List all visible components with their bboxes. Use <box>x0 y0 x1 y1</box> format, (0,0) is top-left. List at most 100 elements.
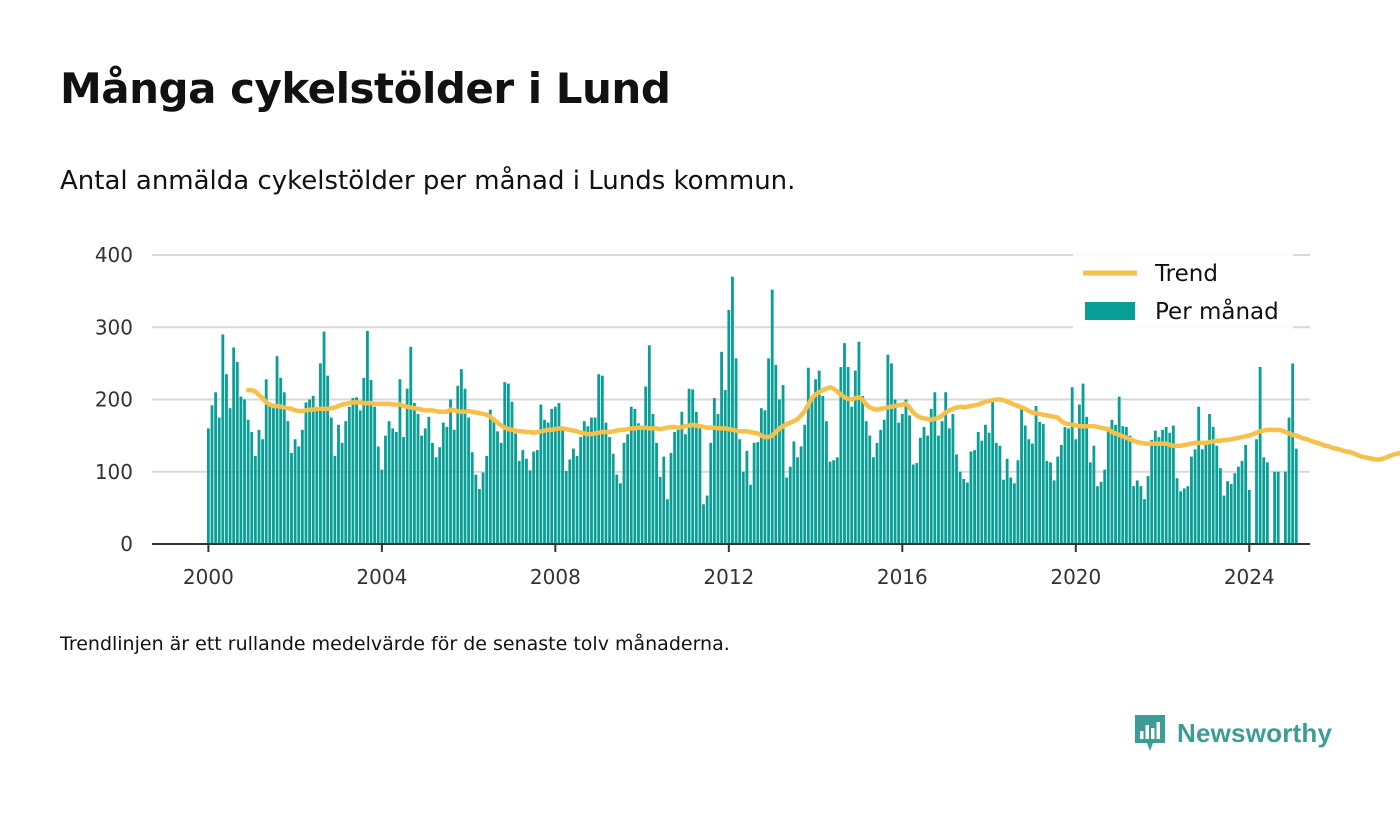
bar <box>868 435 872 545</box>
x-tick-label: 2000 <box>183 565 234 589</box>
bar <box>752 442 756 544</box>
bar <box>210 405 214 544</box>
bar <box>319 363 322 545</box>
bar <box>1002 479 1005 544</box>
bar <box>749 484 752 544</box>
bar <box>478 489 481 544</box>
bar <box>637 423 640 544</box>
bar <box>1215 445 1219 544</box>
bar <box>680 411 684 544</box>
bar <box>1041 424 1045 544</box>
bar <box>1284 471 1287 544</box>
bar <box>257 429 261 544</box>
bar <box>261 439 265 544</box>
bar <box>488 409 492 544</box>
bar <box>423 428 427 544</box>
bar <box>785 477 789 544</box>
bar <box>1218 468 1222 544</box>
bar <box>644 386 648 544</box>
bar <box>618 483 622 544</box>
bar <box>391 428 395 544</box>
bar <box>720 351 724 544</box>
bar <box>965 482 969 544</box>
bar <box>438 447 442 544</box>
bar <box>1103 469 1107 544</box>
bar <box>409 346 413 544</box>
bar <box>741 471 745 544</box>
bar <box>1059 445 1063 544</box>
bar <box>293 439 297 544</box>
bar <box>929 408 933 544</box>
bar <box>239 396 243 544</box>
bar <box>1074 439 1078 544</box>
bar <box>958 471 962 544</box>
bar <box>1186 486 1190 544</box>
bar <box>362 377 366 544</box>
bar <box>712 398 716 544</box>
bar <box>514 433 517 544</box>
bar <box>1276 471 1280 544</box>
bar <box>1171 425 1175 544</box>
y-tick-label: 200 <box>95 388 133 412</box>
bar <box>456 385 460 544</box>
bar <box>1226 481 1230 544</box>
bar <box>1190 456 1193 544</box>
bar <box>337 424 340 544</box>
bar <box>882 419 886 544</box>
bar <box>1222 495 1226 544</box>
bar <box>817 370 821 544</box>
bar <box>879 429 883 544</box>
bar <box>575 455 579 544</box>
bar <box>629 406 633 544</box>
chart-title: Många cykelstölder i Lund <box>60 64 671 113</box>
bar <box>1085 416 1089 544</box>
bar <box>1135 480 1139 544</box>
bar <box>543 419 546 544</box>
bar <box>1265 462 1269 544</box>
bar <box>716 413 720 544</box>
bar <box>937 435 940 545</box>
brand-name: Newsworthy <box>1177 717 1333 748</box>
bar <box>1121 426 1125 544</box>
bar <box>246 419 250 544</box>
y-tick-label: 400 <box>95 243 133 267</box>
bar <box>268 403 272 544</box>
bar <box>825 421 828 544</box>
bar <box>615 474 619 544</box>
bar <box>626 434 630 544</box>
bar <box>420 435 424 545</box>
bar <box>441 422 445 544</box>
bar <box>705 495 709 544</box>
bar <box>366 330 369 544</box>
bar <box>481 472 485 544</box>
bar <box>611 453 615 544</box>
bar <box>568 459 572 544</box>
bar <box>387 421 391 544</box>
bar <box>329 417 333 544</box>
bar <box>1229 484 1233 544</box>
bar <box>290 452 293 544</box>
bar <box>861 395 864 544</box>
bar <box>673 432 677 544</box>
bar <box>445 426 449 544</box>
bar <box>850 406 854 544</box>
brand-logo[interactable]: Newsworthy <box>1133 712 1332 754</box>
bar <box>506 383 510 544</box>
bar <box>984 424 987 544</box>
bar <box>597 374 601 544</box>
bar <box>1088 462 1092 544</box>
bars-per-month <box>206 276 1298 545</box>
bar <box>340 442 344 544</box>
bar <box>991 401 995 544</box>
bar <box>1200 449 1204 544</box>
y-tick-label: 300 <box>95 315 133 339</box>
bar <box>1132 486 1136 544</box>
bar <box>546 422 550 544</box>
bar <box>485 455 489 544</box>
bar <box>304 402 308 544</box>
bar <box>492 417 496 544</box>
bar <box>300 429 304 544</box>
bar <box>792 441 796 544</box>
bar <box>1096 486 1099 544</box>
bar <box>893 399 897 544</box>
